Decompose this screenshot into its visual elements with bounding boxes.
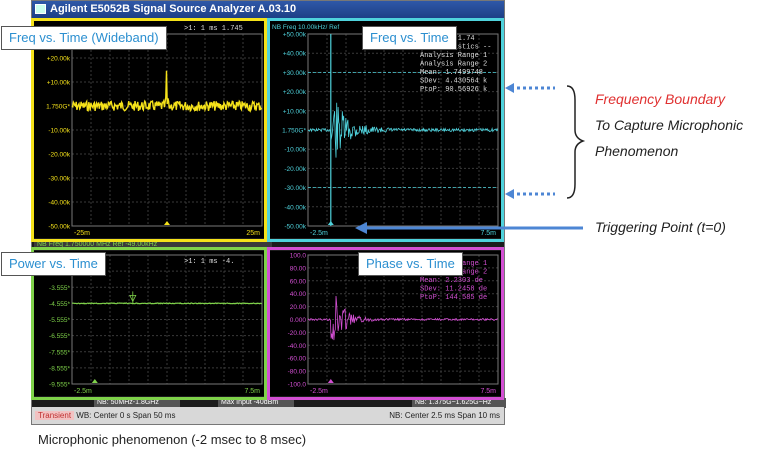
- y-tick-label: -8.555*: [49, 365, 70, 372]
- trace-line: [307, 102, 499, 158]
- y-tick-label: 80.00: [290, 265, 307, 272]
- y-tick-label: -30.00k: [48, 176, 70, 183]
- y-tick-label: -20.00k: [284, 166, 306, 173]
- x-tick-right: 7.5m: [244, 388, 260, 395]
- freq-time-callout: Freq vs. Time: [362, 26, 457, 50]
- y-tick-label: +30.00k: [283, 70, 307, 77]
- x-tick-right: 25m: [246, 230, 260, 237]
- transient-badge[interactable]: Transient: [35, 411, 75, 420]
- power-subbar: NB: 50MHz-1.8GHz: [94, 398, 180, 408]
- freq-wideband-plot: +30.00k+20.00k+10.00k1.750G*-10.00k-20.0…: [46, 25, 263, 237]
- marker-triangle-icon: [129, 294, 137, 303]
- triggering-point-label: Triggering Point (t=0): [595, 219, 726, 235]
- y-tick-label: -80.00: [288, 369, 307, 376]
- y-tick-label: -3.555*: [49, 285, 70, 292]
- boundary-arrows: [505, 83, 586, 199]
- frequency-boundary-label: Frequency Boundary: [595, 91, 725, 107]
- trace-line: [307, 295, 498, 341]
- y-tick-label: 40.00: [290, 291, 307, 298]
- plot-border: [71, 254, 263, 385]
- capture-label-line3: Phenomenon: [595, 143, 679, 159]
- stats-line: Mean: 1.7499748: [420, 69, 483, 77]
- y-tick-label: -5.555*: [49, 317, 70, 324]
- x-tick-left: -2.5m: [74, 388, 92, 395]
- y-tick-label: -9.555*: [49, 382, 70, 389]
- y-tick-label: -60.00: [288, 356, 307, 363]
- phase-time-callout: Phase vs. Time: [358, 252, 463, 276]
- max-input-subbar: Max Input -40dBm: [218, 398, 294, 408]
- x-tick-left: -2.5m: [310, 388, 328, 395]
- trigger-arrow-icon: [355, 222, 367, 234]
- y-tick-label: 0.000: [290, 317, 307, 324]
- y-tick-label: -30.00k: [284, 185, 306, 192]
- title-bar[interactable]: Agilent E5052B Signal Source Analyzer A.…: [32, 1, 504, 18]
- status-bar: Transient WB: Center 0 s Span 50 ms NB: …: [32, 407, 504, 424]
- y-tick-label: -40.00k: [48, 200, 70, 207]
- capture-label-line2: To Capture Microphonic: [595, 117, 744, 133]
- trigger-arrow: [355, 222, 583, 234]
- stats-line: SDev: 11.2458 de: [420, 286, 487, 294]
- y-tick-label: -20.00: [288, 330, 307, 337]
- trigger-marker-icon: [164, 221, 170, 225]
- y-tick-label: +20.00k: [47, 56, 71, 63]
- y-tick-label: -50.00k: [48, 224, 70, 231]
- marker-readout: >1: 1 ms -4.: [184, 258, 234, 266]
- x-tick-right: 7.5m: [480, 388, 496, 395]
- analyzer-window: Agilent E5052B Signal Source Analyzer A.…: [31, 0, 506, 425]
- pane-header: NB Freq 10.00kHz/ Ref: [272, 24, 339, 31]
- phase-subbar: NB: 1.375G~1.625G~Hz: [412, 398, 506, 408]
- y-tick-label: +40.00k: [283, 51, 307, 58]
- y-tick-label: -4.555*: [49, 301, 70, 308]
- y-tick-label: -40.00k: [284, 204, 306, 211]
- nb-span-text: NB: Center 2.5 ms Span 10 ms: [389, 411, 500, 420]
- y-tick-label: 1.750G*: [282, 128, 306, 135]
- y-tick-label: -10.00k: [48, 128, 70, 135]
- stats-line: Analysis Range 1: [420, 52, 487, 60]
- stats-line: Analysis Range 2: [420, 61, 487, 69]
- y-tick-label: 1.750G*: [46, 104, 70, 111]
- y-tick-label: +10.00k: [47, 80, 71, 87]
- y-tick-label: -100.0: [288, 382, 307, 389]
- y-tick-label: 20.00: [290, 304, 307, 311]
- freq-wideband-callout: Freq vs. Time (Wideband): [1, 26, 167, 50]
- power-time-callout: Power vs. Time: [1, 252, 106, 276]
- y-tick-label: -7.555*: [49, 349, 70, 356]
- freq-time-pane[interactable]: +50.00k +40.00k +30.00k +20.00k +10.00k 1.750…: [270, 20, 502, 238]
- brace-icon: [566, 85, 586, 199]
- app-icon: [35, 4, 46, 14]
- y-tick-label: -50.00k: [284, 224, 306, 231]
- freq-time-plot: +50.00k +40.00k +30.00k +20.00k +10.00k 1.750…: [272, 24, 499, 237]
- stats-line: SDev: 4.430564 k: [420, 78, 487, 86]
- y-tick-label: -40.00: [288, 343, 307, 350]
- trigger-marker-icon: [327, 379, 334, 383]
- lower-boundary-arrow-icon: [505, 189, 555, 199]
- y-tick-label: +20.00k: [283, 89, 307, 96]
- trace-line: [71, 302, 262, 305]
- stats-line: Mean: 2.2303 de: [420, 277, 483, 285]
- freq-wideband-subbar: NB Freq 1.750000 MHz Ref -49.00kHz: [34, 240, 272, 250]
- trigger-marker-icon: [91, 379, 98, 383]
- marker-readout: >1: 1 ms 1.745: [184, 25, 243, 33]
- stats-line: PtoP: 90.56926 k: [420, 86, 487, 94]
- y-tick-label: 60.00: [290, 278, 307, 285]
- plot-border: [71, 33, 263, 227]
- y-tick-label: -6.555*: [49, 333, 70, 340]
- figure-caption: Microphonic phenomenon (-2 msec to 8 mse…: [38, 432, 307, 447]
- x-tick-left: -25m: [74, 230, 90, 237]
- y-tick-label: 100.0: [290, 253, 307, 260]
- y-tick-label: -10.00k: [284, 147, 306, 154]
- stats-line: PtoP: 144.585 de: [420, 294, 487, 302]
- y-tick-label: +10.00k: [283, 108, 307, 115]
- wb-span-text: WB: Center 0 s Span 50 ms: [76, 411, 176, 420]
- upper-boundary-arrow-icon: [505, 83, 555, 93]
- x-tick-right: 7.5m: [480, 230, 496, 237]
- y-tick-label: -20.00k: [48, 152, 70, 159]
- freq-wideband-pane[interactable]: +30.00k+20.00k+10.00k1.750G*-10.00k-20.0…: [34, 20, 266, 238]
- trace-line: [71, 70, 263, 114]
- x-tick-left: -2.5m: [310, 230, 328, 237]
- y-tick-label: +50.00k: [283, 32, 307, 39]
- window-title: Agilent E5052B Signal Source Analyzer A.…: [50, 3, 297, 15]
